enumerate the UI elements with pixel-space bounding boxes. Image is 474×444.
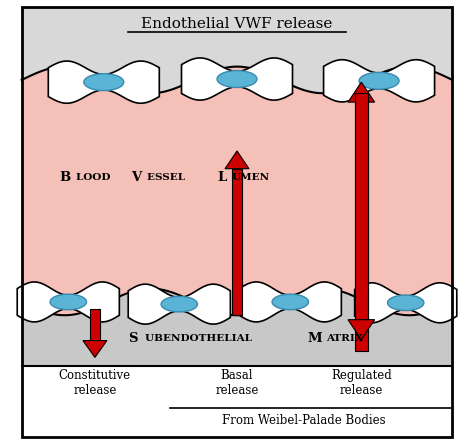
Polygon shape bbox=[324, 60, 435, 102]
Polygon shape bbox=[348, 82, 374, 102]
Text: B: B bbox=[59, 171, 71, 184]
Text: LOOD: LOOD bbox=[76, 173, 114, 182]
Polygon shape bbox=[348, 320, 374, 340]
Bar bbox=[22, 300, 452, 366]
Bar bbox=[22, 80, 452, 306]
Text: ESSEL: ESSEL bbox=[147, 173, 189, 182]
Ellipse shape bbox=[50, 294, 86, 310]
Text: Regulated
release: Regulated release bbox=[331, 369, 392, 397]
Text: V: V bbox=[131, 171, 142, 184]
Text: UBENDOTHELIAL: UBENDOTHELIAL bbox=[145, 334, 255, 343]
Ellipse shape bbox=[388, 295, 424, 311]
Text: ATRIX: ATRIX bbox=[326, 334, 363, 343]
Polygon shape bbox=[182, 58, 292, 100]
Text: L: L bbox=[217, 171, 226, 184]
Ellipse shape bbox=[359, 72, 399, 89]
Polygon shape bbox=[83, 341, 107, 357]
Text: Endothelial VWF release: Endothelial VWF release bbox=[141, 16, 333, 31]
Polygon shape bbox=[17, 282, 119, 322]
Text: Constitutive
release: Constitutive release bbox=[59, 369, 131, 397]
Text: M: M bbox=[307, 332, 322, 345]
Ellipse shape bbox=[84, 74, 124, 91]
Polygon shape bbox=[355, 283, 457, 323]
Bar bbox=[232, 169, 242, 315]
Ellipse shape bbox=[161, 297, 198, 312]
Bar bbox=[22, 7, 452, 80]
Bar bbox=[355, 102, 367, 351]
Polygon shape bbox=[239, 282, 341, 322]
Bar bbox=[90, 309, 100, 341]
Text: From Weibel-Palade Bodies: From Weibel-Palade Bodies bbox=[222, 414, 385, 428]
Ellipse shape bbox=[217, 71, 257, 87]
Polygon shape bbox=[48, 61, 159, 103]
Ellipse shape bbox=[272, 294, 309, 310]
Text: UMEN: UMEN bbox=[232, 173, 270, 182]
Polygon shape bbox=[225, 151, 249, 169]
Polygon shape bbox=[128, 284, 230, 324]
Bar bbox=[22, 366, 452, 437]
Bar bbox=[355, 93, 367, 320]
Text: S: S bbox=[128, 332, 138, 345]
Text: Basal
release: Basal release bbox=[215, 369, 259, 397]
